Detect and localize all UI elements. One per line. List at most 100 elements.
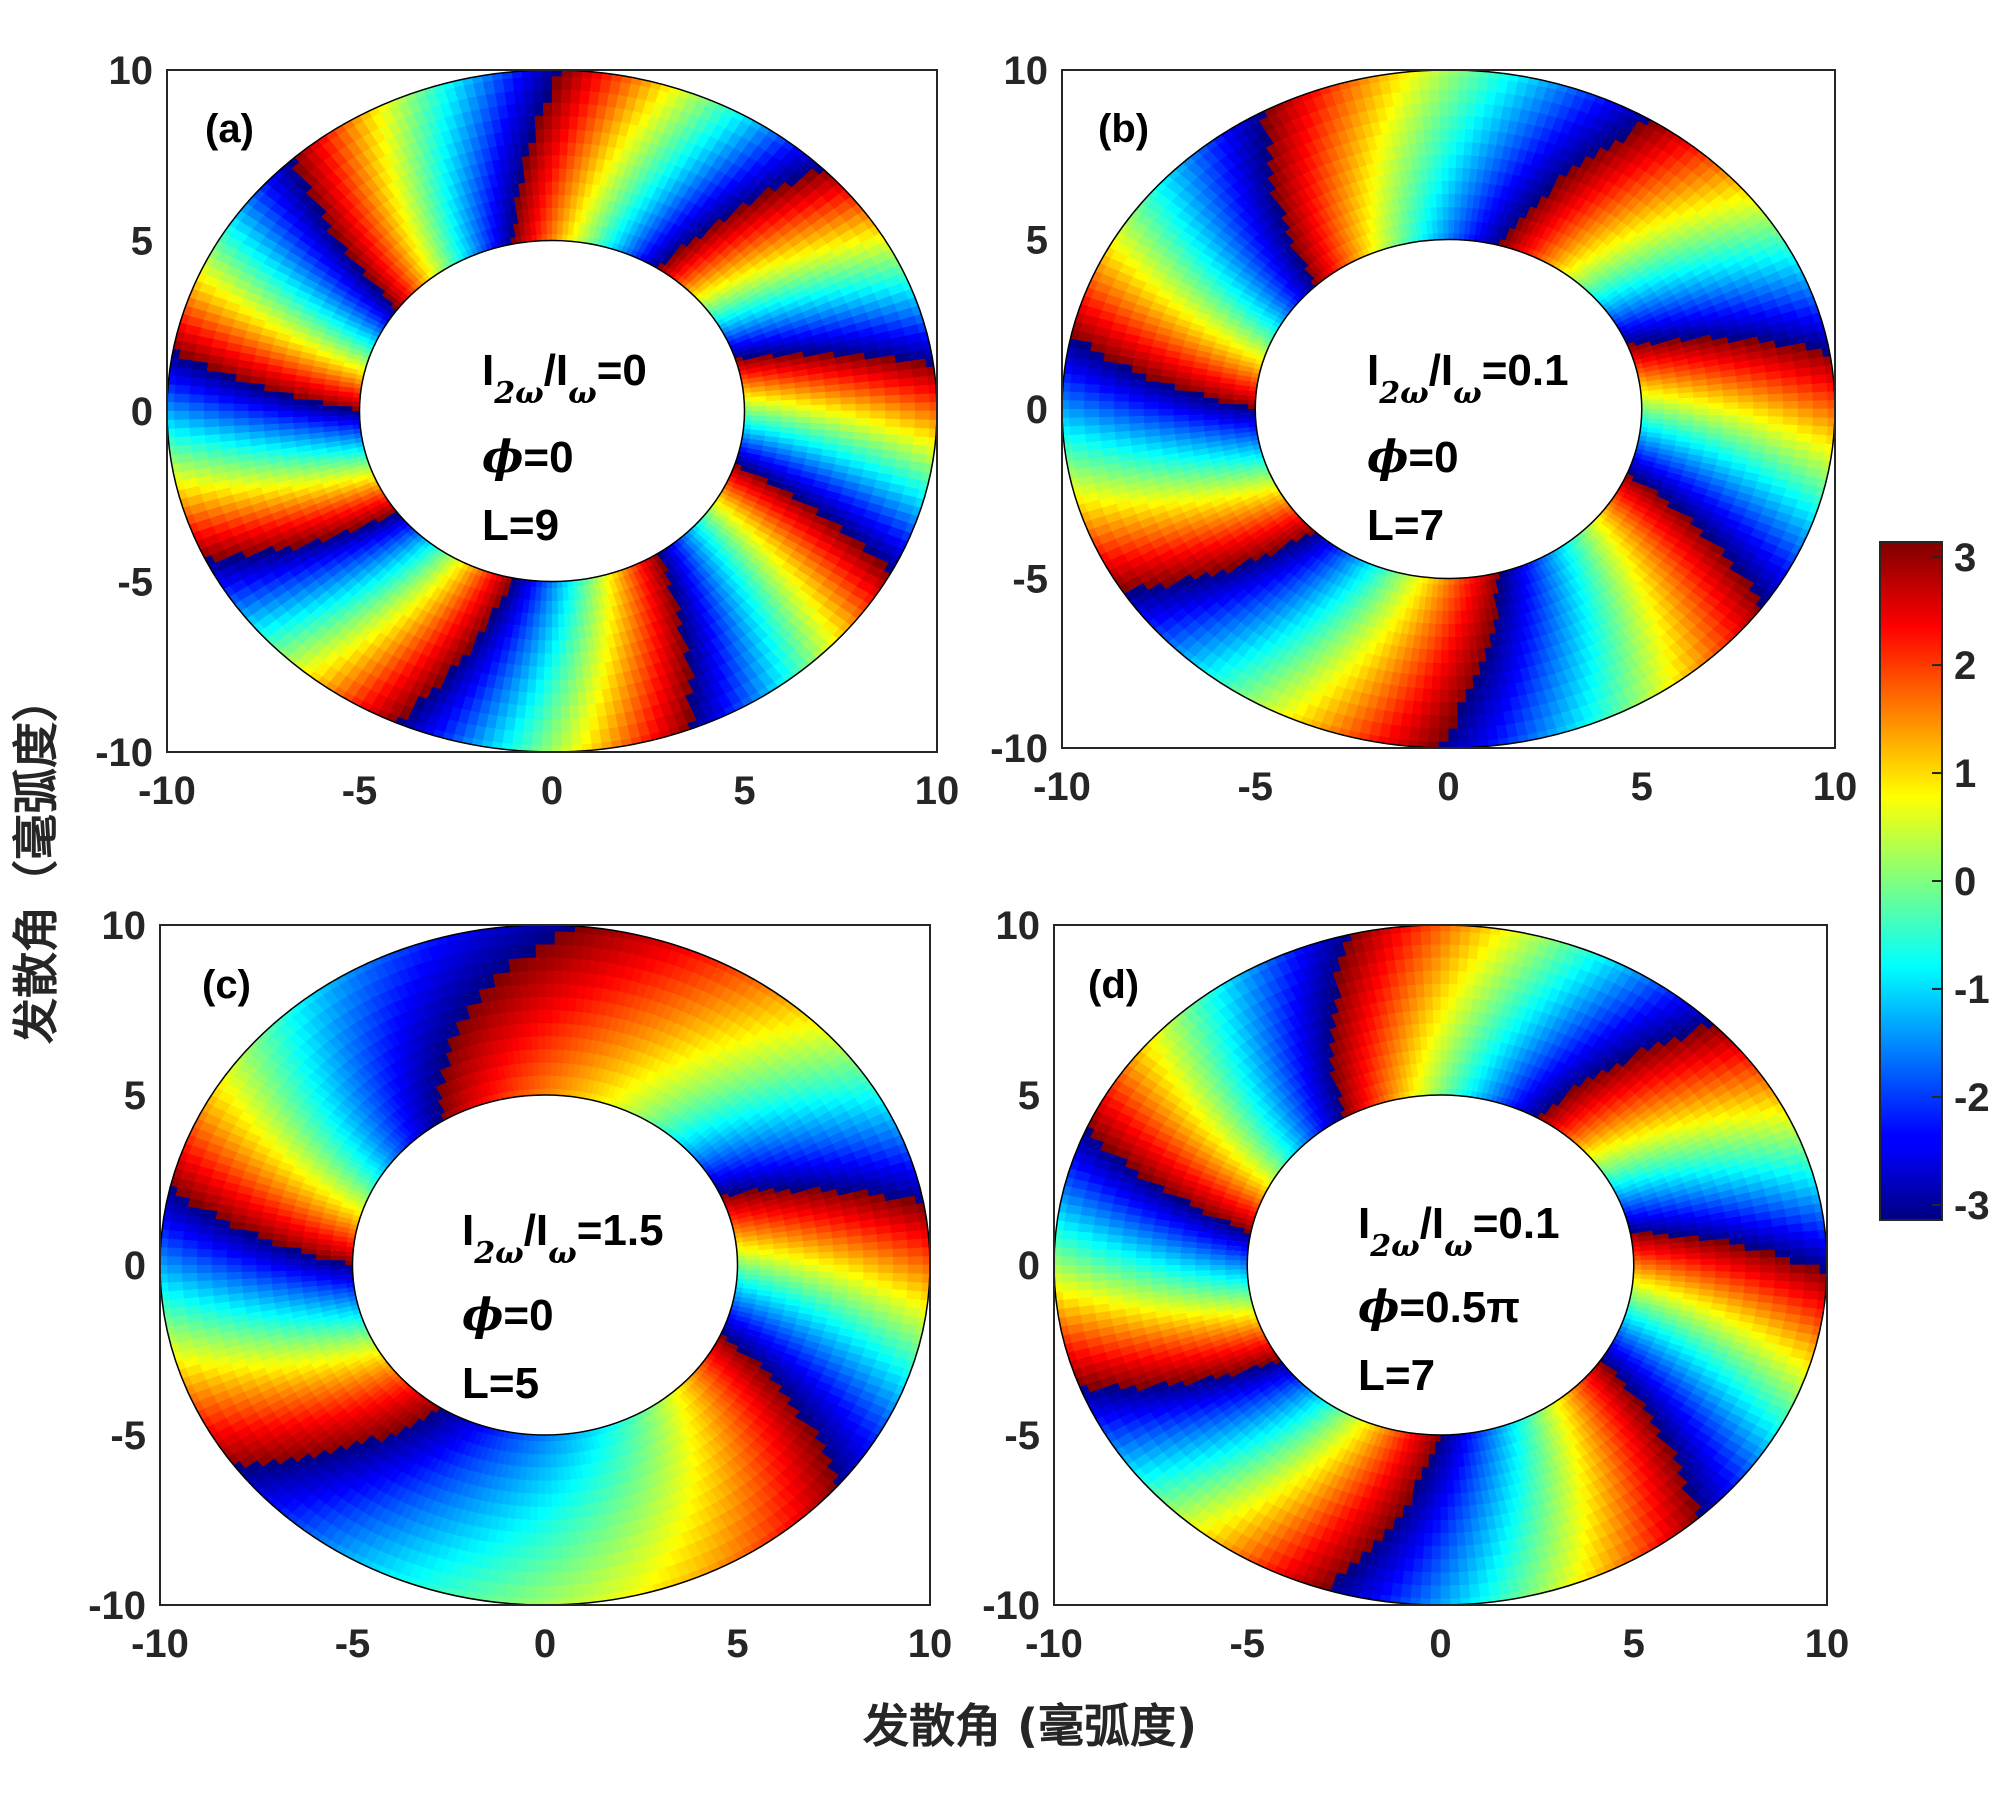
- phase-cell: [287, 509, 305, 522]
- phase-cell: [723, 177, 740, 194]
- phase-cell: [1663, 229, 1681, 244]
- phase-cell: [1732, 307, 1751, 320]
- phase-cell: [336, 411, 353, 417]
- phase-cell: [1114, 271, 1133, 285]
- phase-cell: [747, 160, 765, 177]
- phase-cell: [726, 658, 743, 675]
- phase-cell: [1384, 105, 1397, 121]
- phase-cell: [339, 438, 356, 446]
- phase-cell: [663, 615, 677, 631]
- phase-cell: [682, 185, 697, 201]
- phase-cell: [1339, 114, 1354, 130]
- phase-cell: [522, 168, 532, 183]
- phase-cell: [492, 594, 503, 610]
- phase-cell: [341, 176, 359, 192]
- phase-cell: [785, 252, 803, 267]
- phase-cell: [508, 116, 519, 132]
- phase-cell: [578, 704, 589, 720]
- phase-cell: [863, 462, 881, 473]
- phase-cell: [344, 615, 362, 631]
- phase-cell: [237, 565, 256, 580]
- phase-cell: [777, 585, 795, 601]
- phase-cell: [1219, 294, 1237, 307]
- phase-cell: [1265, 281, 1282, 295]
- phase-cell: [1078, 322, 1097, 335]
- phase-cell: [1091, 334, 1109, 346]
- phase-cell: [639, 210, 652, 226]
- phase-cell: [1469, 220, 1477, 235]
- phase-cell: [1383, 172, 1395, 188]
- phase-cell: [1182, 299, 1201, 312]
- phase-cell: [1596, 261, 1612, 276]
- phase-cell: [440, 592, 454, 607]
- phase-cell: [1276, 289, 1293, 303]
- phase-cell: [336, 507, 354, 520]
- phase-cell: [788, 212, 806, 228]
- phase-cell: [574, 142, 584, 157]
- phase-cell: [611, 147, 623, 163]
- phase-cell: [809, 236, 828, 252]
- phase-cell: [639, 610, 652, 626]
- phase-cell: [566, 652, 576, 668]
- phase-cell: [1701, 229, 1720, 245]
- phase-cell: [262, 417, 279, 425]
- phase-cell: [1678, 245, 1696, 260]
- phase-cell: [831, 269, 850, 283]
- phase-cell: [1725, 261, 1744, 276]
- phase-cell: [362, 291, 379, 304]
- phase-cell: [507, 223, 516, 239]
- phase-cell: [722, 522, 739, 536]
- phase-cell: [826, 483, 844, 495]
- phase-cell: [534, 115, 544, 130]
- phase-cell: [568, 115, 579, 130]
- phase-cell: [567, 128, 577, 143]
- phase-cell: [623, 232, 635, 248]
- phase-cell: [751, 405, 768, 411]
- phase-cell: [499, 649, 510, 665]
- phase-cell: [771, 216, 790, 232]
- phase-cell: [368, 503, 385, 515]
- phase-cell: [449, 241, 462, 256]
- phase-cell: [1177, 358, 1195, 368]
- phase-cell: [301, 171, 319, 188]
- phase-cell: [1189, 237, 1207, 253]
- phase-cell: [423, 134, 438, 151]
- phase-cell: [402, 572, 418, 587]
- phase-cell: [469, 643, 482, 659]
- phase-cell: [1325, 146, 1340, 163]
- phase-cell: [1608, 273, 1625, 287]
- phase-cell: [246, 525, 265, 539]
- phase-cell: [780, 482, 797, 494]
- phase-cell: [218, 418, 234, 427]
- phase-cell: [188, 427, 205, 437]
- phase-cell: [407, 558, 422, 573]
- phase-cell: [1705, 317, 1723, 329]
- phase-cell: [870, 410, 886, 419]
- phase-cell: [1181, 203, 1200, 219]
- phase-cell: [307, 416, 323, 423]
- phase-cell: [741, 124, 759, 142]
- phase-cell: [844, 544, 864, 559]
- phase-cell: [666, 671, 681, 688]
- phase-cell: [1632, 302, 1649, 315]
- phase-cell: [866, 271, 885, 286]
- phase-cell: [725, 577, 742, 592]
- phase-cell: [715, 567, 732, 582]
- phase-cell: [328, 358, 345, 367]
- phase-cell: [1359, 82, 1373, 99]
- phase-cell: [1152, 294, 1171, 307]
- phase-cell: [1182, 223, 1201, 239]
- phase-cell: [1249, 277, 1266, 291]
- phase-cell: [617, 121, 630, 137]
- phase-cell: [302, 339, 320, 350]
- phase-cell: [592, 170, 602, 186]
- phase-cell: [233, 425, 250, 434]
- phase-cell: [308, 166, 326, 183]
- phase-cell: [559, 653, 568, 668]
- phase-cell: [559, 141, 568, 156]
- phase-cell: [1719, 281, 1738, 294]
- phase-cell: [336, 591, 354, 607]
- phase-cell: [867, 440, 885, 450]
- phase-cell: [682, 558, 697, 573]
